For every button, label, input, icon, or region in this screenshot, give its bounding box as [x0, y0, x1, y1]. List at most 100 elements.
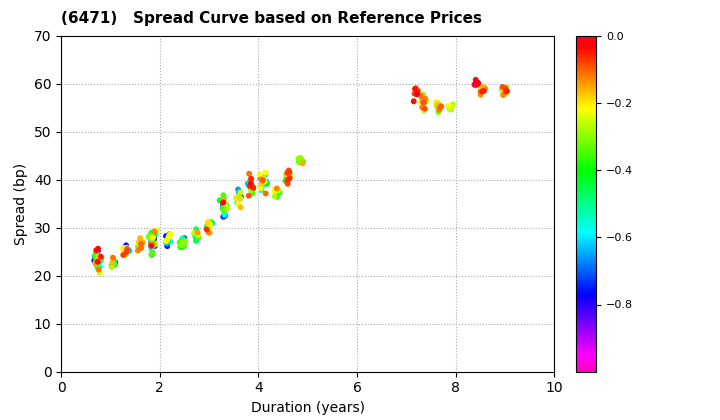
Text: (6471)   Spread Curve based on Reference Prices: (6471) Spread Curve based on Reference P…	[61, 10, 482, 26]
Point	[219, 204, 230, 210]
Point	[499, 89, 510, 96]
Point	[134, 239, 145, 245]
Point	[179, 235, 190, 242]
Point	[243, 181, 254, 188]
Point	[282, 181, 294, 187]
Point	[93, 266, 104, 273]
Point	[217, 205, 228, 211]
Point	[219, 212, 230, 218]
Point	[498, 92, 509, 98]
Point	[94, 254, 106, 260]
Point	[117, 244, 129, 251]
Point	[176, 239, 188, 246]
Point	[178, 239, 189, 246]
Point	[444, 105, 455, 112]
Point	[175, 239, 186, 245]
Point	[148, 235, 159, 242]
Point	[134, 241, 145, 248]
Point	[230, 194, 242, 201]
Point	[271, 187, 282, 194]
Point	[135, 241, 147, 247]
Point	[144, 232, 156, 239]
Point	[191, 233, 202, 240]
Point	[207, 220, 218, 226]
Point	[108, 261, 120, 268]
Point	[148, 234, 159, 241]
Point	[91, 251, 103, 257]
Point	[245, 186, 256, 192]
Point	[90, 251, 102, 258]
Point	[132, 243, 144, 250]
Point	[190, 234, 202, 240]
Point	[122, 246, 133, 253]
Point	[295, 159, 307, 165]
Point	[410, 91, 422, 97]
Point	[95, 253, 107, 260]
Point	[233, 186, 244, 193]
Point	[447, 101, 459, 108]
Point	[148, 228, 160, 235]
Point	[255, 176, 266, 183]
Point	[118, 249, 130, 255]
Point	[109, 261, 120, 268]
Point	[217, 192, 229, 199]
Point	[231, 200, 243, 206]
Point	[499, 85, 510, 92]
Point	[235, 195, 246, 202]
Point	[248, 184, 259, 191]
Point	[446, 102, 457, 108]
Point	[419, 105, 431, 112]
Point	[133, 240, 145, 247]
Point	[89, 260, 101, 267]
Point	[258, 175, 269, 181]
Point	[109, 259, 120, 265]
Point	[145, 242, 157, 249]
Point	[93, 254, 104, 261]
Point	[94, 257, 106, 263]
Point	[433, 100, 444, 107]
Point	[411, 90, 423, 97]
Point	[433, 109, 444, 116]
Point	[477, 84, 488, 90]
Point	[219, 210, 230, 217]
Point	[420, 95, 431, 102]
Point	[260, 171, 271, 178]
Point	[261, 178, 272, 185]
Point	[191, 231, 202, 238]
Point	[161, 239, 172, 246]
Point	[145, 246, 157, 253]
Point	[205, 219, 217, 226]
Point	[202, 220, 214, 226]
Point	[471, 81, 482, 88]
Point	[190, 228, 202, 235]
Point	[176, 237, 188, 244]
Point	[281, 174, 292, 181]
Point	[435, 105, 446, 111]
Point	[247, 186, 258, 193]
Point	[145, 239, 157, 246]
Point	[96, 256, 107, 262]
Point	[148, 238, 159, 244]
Point	[94, 257, 106, 264]
Point	[217, 199, 229, 206]
Point	[148, 241, 159, 248]
Point	[145, 231, 157, 237]
Point	[431, 102, 443, 109]
Point	[245, 181, 256, 187]
Point	[204, 229, 215, 236]
Point	[411, 90, 423, 97]
Point	[256, 182, 268, 189]
Point	[162, 238, 174, 245]
Point	[202, 226, 213, 233]
Point	[161, 238, 173, 244]
Point	[190, 237, 202, 244]
Point	[133, 242, 145, 249]
Point	[192, 231, 204, 238]
Point	[219, 199, 230, 205]
Point	[408, 98, 420, 105]
Point	[445, 105, 456, 112]
Point	[233, 189, 245, 195]
Point	[500, 90, 511, 97]
Point	[284, 171, 295, 177]
Point	[161, 238, 172, 244]
